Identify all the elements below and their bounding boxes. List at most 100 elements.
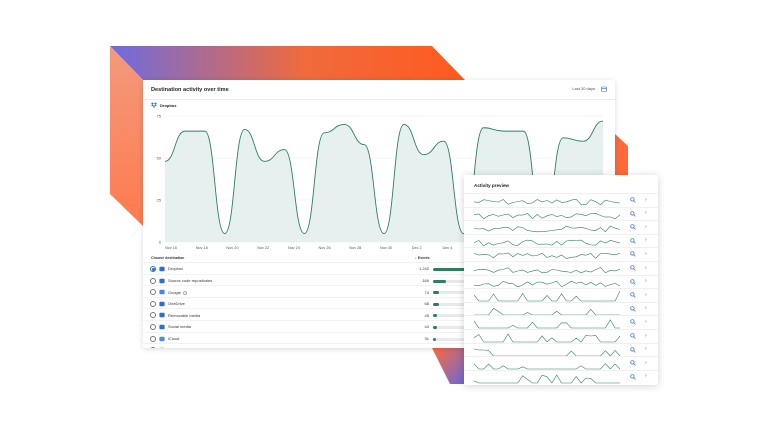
chevron-right-icon[interactable]: ›: [645, 318, 647, 325]
chevron-right-icon[interactable]: ›: [645, 346, 647, 353]
x-tick-label: Nov 30: [380, 246, 392, 250]
destination-radio[interactable]: [150, 347, 156, 348]
search-icon[interactable]: [630, 333, 636, 339]
activity-row[interactable]: ›: [464, 193, 658, 207]
activity-sparkline: [474, 267, 620, 274]
activity-sparkline: [474, 363, 620, 370]
info-icon[interactable]: [182, 290, 187, 295]
activity-sparkline: [474, 307, 620, 316]
destination-radio[interactable]: [150, 266, 156, 272]
events-bar-fill: [433, 302, 440, 306]
events-count: 68: [424, 301, 429, 307]
activity-row[interactable]: ›: [464, 220, 658, 234]
chevron-right-icon[interactable]: ›: [645, 250, 647, 257]
icloud-icon: [159, 336, 165, 341]
activity-row[interactable]: ›: [464, 233, 658, 248]
activity-row[interactable]: ›: [464, 261, 658, 275]
activity-row[interactable]: ›: [464, 247, 658, 261]
search-icon[interactable]: [630, 210, 636, 217]
chevron-right-icon[interactable]: ›: [645, 373, 647, 380]
y-tick-label: 75: [157, 113, 162, 118]
search-icon[interactable]: [630, 306, 636, 312]
destination-radio[interactable]: [150, 289, 156, 296]
activity-sparkline: [474, 333, 620, 343]
search-icon[interactable]: [630, 278, 636, 285]
destination-label: OneDrive: [168, 301, 185, 307]
onedrive-icon: [159, 301, 165, 306]
col-header-events[interactable]: ↓ Events: [415, 256, 430, 260]
search-icon[interactable]: [630, 265, 636, 271]
chevron-right-icon[interactable]: ›: [645, 291, 647, 298]
col-header-destination: Choose destination: [151, 256, 185, 260]
search-icon[interactable]: [630, 224, 636, 230]
search-icon[interactable]: [630, 238, 636, 244]
destination-radio[interactable]: [150, 300, 156, 307]
events-count: 31: [424, 335, 429, 341]
usb-icon: [159, 313, 165, 318]
y-tick-label: 50: [157, 155, 162, 160]
dropbox-icon: [159, 266, 165, 272]
x-tick-label: Nov 26: [319, 246, 331, 250]
activity-row[interactable]: ›: [464, 369, 658, 384]
activity-sparkline: [474, 348, 620, 357]
y-tick-label: 0: [159, 239, 162, 244]
activity-row[interactable]: ›: [464, 288, 658, 302]
activity-sparkline: [474, 198, 620, 206]
events-count: 169: [422, 277, 429, 283]
activity-row[interactable]: ›: [464, 301, 658, 316]
search-icon[interactable]: [630, 360, 636, 366]
card-header: Destination activity over time: [143, 80, 615, 100]
chevron-right-icon[interactable]: ›: [645, 237, 647, 244]
activity-row[interactable]: ›: [464, 274, 658, 289]
events-bar-fill: [433, 279, 446, 283]
y-tick-label: 25: [157, 197, 162, 202]
card-title: Destination activity over time: [151, 86, 229, 93]
activity-sparkline: [474, 374, 620, 384]
activity-row[interactable]: ›: [464, 315, 658, 329]
search-icon[interactable]: [630, 197, 636, 203]
chevron-right-icon[interactable]: ›: [645, 264, 647, 271]
destination-label: Dropbox: [168, 266, 184, 272]
events-count: 74: [424, 289, 429, 295]
activity-sparkline: [474, 225, 620, 233]
events-bar-fill: [433, 326, 437, 329]
google-icon: [159, 289, 165, 295]
destination-radio[interactable]: [150, 277, 156, 284]
activity-sparkline: [474, 212, 620, 219]
activity-preview-card: Activity preview › › › › › › › › › › › › › ›: [464, 175, 658, 385]
activity-sparkline: [474, 319, 620, 329]
date-range-select[interactable]: Last 30 days: [572, 86, 595, 91]
events-bar-fill: [433, 314, 437, 318]
search-icon[interactable]: [630, 319, 636, 326]
chevron-right-icon[interactable]: ›: [645, 223, 647, 230]
activity-row[interactable]: ›: [464, 356, 658, 370]
calendar-icon[interactable]: [601, 86, 607, 92]
activity-row[interactable]: ›: [464, 342, 658, 357]
destination-radio[interactable]: [150, 335, 156, 342]
events-count: 45: [424, 312, 429, 318]
activity-row[interactable]: ›: [464, 206, 658, 221]
x-tick-label: Dec 4: [442, 246, 452, 250]
destination-radio[interactable]: [150, 312, 156, 319]
chevron-right-icon[interactable]: ›: [645, 210, 647, 217]
activity-sparkline: [474, 280, 620, 287]
destination-radio[interactable]: [150, 324, 156, 330]
x-tick-label: Nov 22: [257, 246, 269, 250]
search-icon[interactable]: [630, 251, 636, 258]
chevron-right-icon[interactable]: ›: [645, 332, 647, 339]
activity-row[interactable]: ›: [464, 329, 658, 343]
x-tick-label: Nov 28: [349, 246, 361, 250]
search-icon[interactable]: [630, 346, 636, 353]
chevron-right-icon[interactable]: ›: [645, 196, 647, 203]
search-icon[interactable]: [630, 292, 636, 298]
chevron-right-icon[interactable]: ›: [645, 305, 647, 312]
legend-label: Dropbox: [160, 102, 177, 108]
search-icon[interactable]: [630, 374, 636, 380]
activity-title: Activity preview: [474, 183, 509, 188]
activity-sparkline: [474, 291, 620, 302]
chevron-right-icon[interactable]: ›: [645, 359, 647, 366]
social-icon: [159, 324, 165, 330]
chevron-right-icon[interactable]: ›: [645, 278, 647, 285]
